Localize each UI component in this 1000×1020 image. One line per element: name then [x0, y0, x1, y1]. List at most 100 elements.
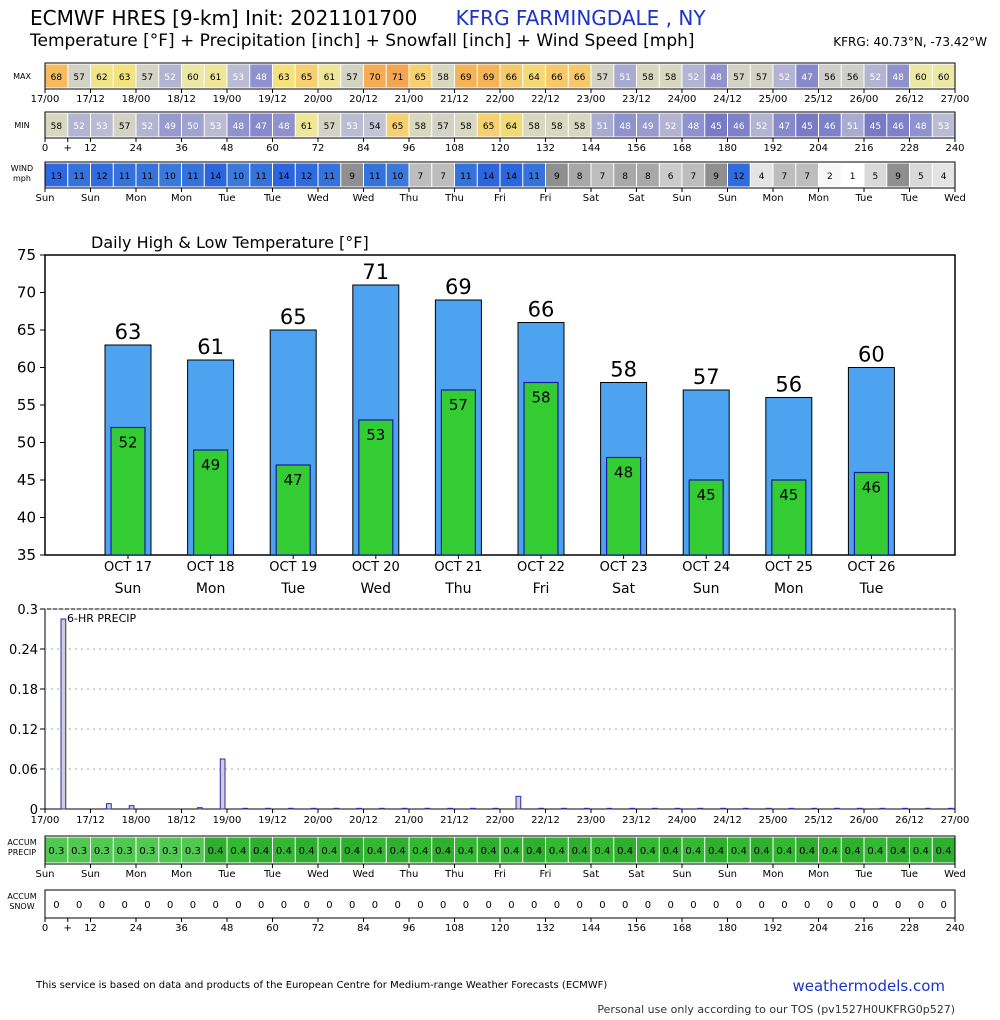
strip-value: 12: [301, 172, 312, 182]
temp-x-date-label: OCT 23: [600, 560, 648, 575]
strip-value: 0: [440, 900, 446, 911]
strip-cell: [910, 64, 932, 88]
strip-cell: [637, 113, 659, 137]
strip-cell: [68, 837, 90, 863]
strip-value: 0: [827, 900, 833, 911]
low-temp-label: 45: [697, 486, 716, 504]
precip-chart-frame: [44, 608, 956, 810]
strip-value: 7: [440, 172, 446, 182]
strip-value: 57: [324, 122, 335, 132]
temp-x-day-label: Sun: [693, 581, 720, 597]
high-temp-label: 61: [197, 335, 224, 359]
strip-value: 0: [918, 900, 924, 911]
strip-cell: [728, 837, 750, 863]
strip-value: 0: [622, 900, 628, 911]
strip-label: PRECIP: [8, 848, 36, 857]
strip-cell: [295, 113, 318, 137]
strip-cell: [591, 64, 614, 88]
strip-value: 0.3: [48, 846, 64, 857]
low-temp-label: 45: [779, 486, 798, 504]
strip-cell: [273, 163, 295, 187]
strip-value: 0: [576, 900, 582, 911]
precip-x-tick-label: 17/12: [76, 815, 105, 826]
day-tick-label: Wed: [944, 193, 966, 204]
strip-value: 9: [895, 172, 901, 182]
strip-cell: [386, 163, 409, 187]
strip-cell: [728, 64, 750, 88]
strip-cell: [45, 837, 68, 863]
strip-cell: [455, 113, 477, 137]
day-tick-label: Tue: [900, 869, 918, 880]
strip-cell: [500, 113, 523, 137]
day-tick-label: Tue: [854, 869, 872, 880]
strip-cell: [773, 64, 796, 88]
strip-value: 8: [622, 172, 628, 182]
precip-bar: [401, 807, 408, 810]
precip-bar: [720, 807, 726, 810]
precip-y-tick-label: 0.24: [9, 643, 38, 658]
hour-tick-label: 156: [627, 143, 646, 154]
brand-link[interactable]: weathermodels.com: [792, 977, 945, 995]
strip-value: 0.4: [276, 846, 292, 857]
temp-chart-title: Daily High & Low Temperature [°F]: [91, 233, 369, 252]
strip-cell: [432, 837, 454, 863]
strip-value: 0.4: [754, 846, 770, 857]
strip-value: 0: [394, 900, 400, 911]
date-tick-label: 23/00: [577, 94, 606, 105]
strip-value: 56: [824, 73, 836, 83]
strip-label: MAX: [13, 72, 31, 81]
strip-value: 46: [892, 122, 904, 132]
strip-value: 0: [190, 900, 196, 911]
strip-value: 8: [645, 172, 651, 182]
strip-cell: [159, 837, 181, 863]
strip-cell: [182, 163, 204, 187]
strip-cell: [364, 163, 386, 187]
hour-tick-label: 72: [312, 923, 325, 934]
precip-chart-title: 6-HR PRECIP: [67, 612, 137, 625]
temp-x-day-label: Fri: [533, 581, 550, 597]
hour-tick-label: 204: [809, 143, 828, 154]
strip-cell: [295, 837, 318, 863]
strip-cell: [887, 837, 909, 863]
hour-tick-label: 108: [445, 143, 464, 154]
strip-cell: [91, 163, 113, 187]
strip-value: 0: [849, 900, 855, 911]
strip-value: 7: [691, 172, 697, 182]
hour-tick-label: 192: [763, 143, 782, 154]
precip-bar: [470, 807, 476, 810]
precip-bar: [379, 807, 385, 810]
precip-bar: [128, 805, 135, 810]
date-tick-label: 26/00: [850, 94, 879, 105]
strip-cell: [341, 837, 363, 863]
strip-value: 0.4: [572, 846, 588, 857]
strip-value: 63: [119, 73, 130, 83]
precip-bar: [515, 795, 522, 810]
strip-value: 0: [508, 900, 514, 911]
precip-bar: [856, 807, 863, 810]
hour-tick-label: 108: [445, 923, 464, 934]
strip-cell: [432, 113, 454, 137]
strip-value: 0.4: [321, 846, 337, 857]
strip-value: 0.4: [731, 846, 747, 857]
strip-cell: [659, 113, 682, 137]
strip-value: 61: [210, 73, 221, 83]
temp-y-tick-label: 55: [17, 396, 36, 414]
date-tick-label: 19/00: [213, 94, 242, 105]
strip-cell: [682, 64, 705, 88]
strip-value: 2: [827, 172, 833, 182]
hour-tick-label: 192: [763, 923, 782, 934]
strip-value: 52: [779, 73, 790, 83]
strip-cell: [841, 163, 864, 187]
page-title: ECMWF HRES [9-km] Init: 2021101700 KFRG …: [30, 6, 706, 30]
page-subtitle: Temperature [°F] + Precipitation [inch] …: [30, 31, 695, 51]
precip-bar: [288, 807, 294, 810]
strip-value: 57: [73, 73, 84, 83]
strip-value: 0.4: [253, 846, 269, 857]
strip-value: 0.4: [230, 846, 246, 857]
hour-tick-label: 144: [581, 143, 600, 154]
day-tick-label: Wed: [353, 193, 375, 204]
hour-tick-label: 48: [221, 923, 234, 934]
strip-cell: [750, 837, 773, 863]
strip-value: 57: [142, 73, 153, 83]
